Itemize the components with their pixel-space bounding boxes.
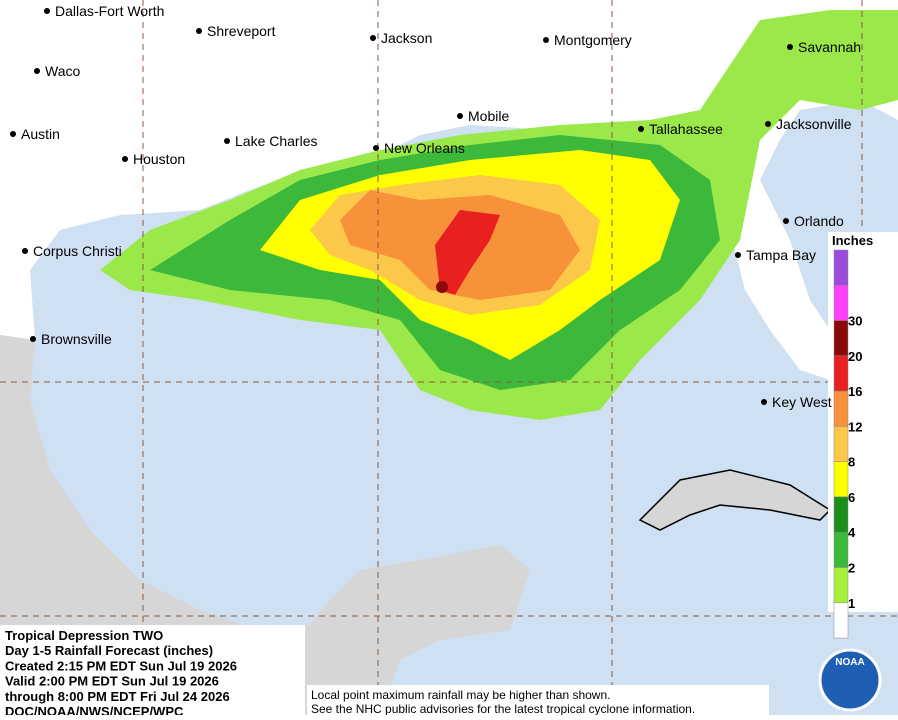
city-dot: [122, 156, 128, 162]
city-label: Montgomery: [554, 32, 632, 48]
legend-title: Inches: [832, 233, 873, 248]
city-dot: [543, 37, 549, 43]
city-label: Houston: [133, 151, 185, 167]
city-label: Dallas-Fort Worth: [55, 3, 164, 19]
city-dot: [370, 35, 376, 41]
city-label: Orlando: [794, 213, 844, 229]
legend-swatch: [833, 320, 849, 357]
city-label: Corpus Christi: [33, 243, 122, 259]
legend-swatch: [833, 355, 849, 392]
legend-swatch: [833, 567, 849, 604]
info-line: Tropical Depression TWO: [5, 628, 163, 643]
legend-label: 8: [848, 455, 855, 470]
city-label: Jackson: [381, 30, 432, 46]
city-label: Savannah: [798, 39, 861, 55]
legend-swatch: [833, 249, 849, 286]
city-label: Waco: [45, 63, 80, 79]
legend-label: 16: [848, 384, 862, 399]
city-dot: [765, 121, 771, 127]
city-dot: [196, 28, 202, 34]
legend-label: 30: [848, 314, 862, 329]
city-dot: [787, 44, 793, 50]
info-line: Valid 2:00 PM EDT Sun Jul 19 2026: [5, 674, 219, 689]
info-line: through 8:00 PM EDT Fri Jul 24 2026: [5, 689, 230, 704]
city-dot: [457, 113, 463, 119]
legend-swatch: [833, 461, 849, 498]
city-label: Mobile: [468, 108, 509, 124]
legend-label: 2: [848, 561, 855, 576]
info-line: Day 1-5 Rainfall Forecast (inches): [5, 643, 213, 658]
legend-swatch: [833, 602, 849, 639]
legend-label: 20: [848, 349, 862, 364]
legend-swatch: [833, 496, 849, 533]
city-label: Austin: [21, 126, 60, 142]
noaa-logo: [818, 648, 882, 712]
city-dot: [10, 131, 16, 137]
city-dot: [224, 138, 230, 144]
city-label: Lake Charles: [235, 133, 318, 149]
city-dot: [638, 126, 644, 132]
city-dot: [30, 336, 36, 342]
city-dot: [34, 68, 40, 74]
city-label: New Orleans: [384, 140, 465, 156]
rainfall: [100, 10, 898, 420]
city-dot: [44, 8, 50, 14]
land-cuba: [638, 469, 832, 531]
info-line: Created 2:15 PM EDT Sun Jul 19 2026: [5, 658, 237, 673]
info-line: DOC/NOAA/NWS/NCEP/WPC: [5, 704, 184, 715]
note-box: [307, 685, 769, 715]
info-box: [0, 625, 305, 715]
legend-swatch: [833, 285, 849, 321]
land-mexico: [0, 335, 530, 715]
city-dot: [22, 248, 28, 254]
legend-swatch: [833, 390, 849, 427]
city-label: Tampa Bay: [746, 247, 816, 263]
logo-text: NOAA: [835, 657, 864, 668]
rain-16: [436, 281, 448, 293]
city-dot: [761, 399, 767, 405]
note-line: Local point maximum rainfall may be high…: [311, 688, 610, 702]
city-label: Jacksonville: [776, 116, 852, 132]
city-label: Key West: [772, 394, 832, 410]
rain-12: [435, 210, 500, 295]
city-label: Brownsville: [41, 331, 112, 347]
legend-label: 6: [848, 490, 855, 505]
city-dot: [373, 145, 379, 151]
legend-swatch: [833, 531, 849, 568]
note-line: See the NHC public advisories for the la…: [311, 702, 695, 715]
land-us: [0, 0, 898, 380]
city-dot: [783, 218, 789, 224]
legend-label: 12: [848, 419, 862, 434]
legend-label: 1: [848, 596, 855, 611]
city-dot: [735, 252, 741, 258]
legend-label: 4: [848, 525, 856, 540]
legend-swatch: [833, 426, 849, 462]
city-label: Tallahassee: [649, 121, 723, 137]
city-label: Shreveport: [207, 23, 276, 39]
